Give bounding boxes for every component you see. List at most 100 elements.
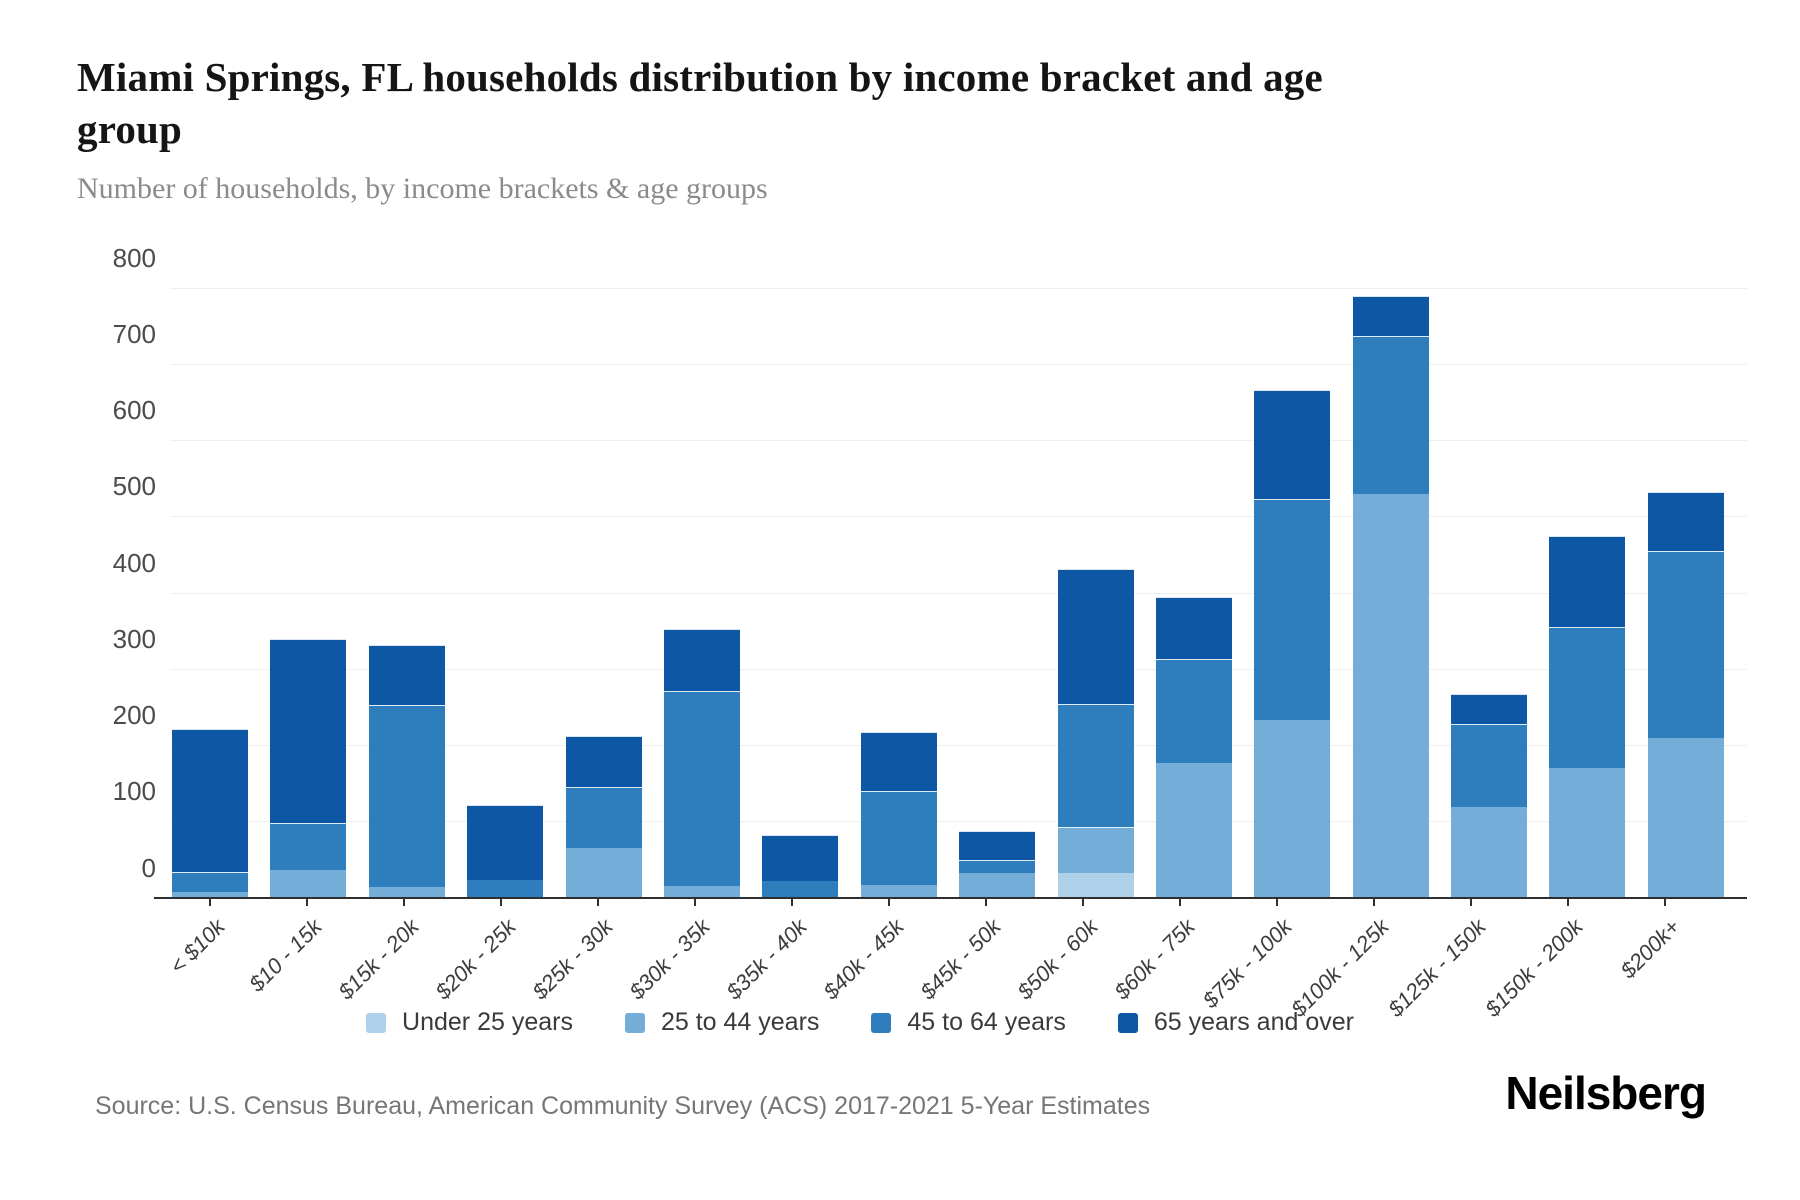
bar-segment[interactable] <box>467 880 544 898</box>
bar-segment[interactable] <box>1057 568 1134 704</box>
bar-segment[interactable] <box>762 881 839 898</box>
gridline-y-300 <box>170 668 1747 670</box>
bar-segment[interactable] <box>565 736 642 787</box>
gridline-y-200 <box>170 745 1747 746</box>
bar-segment[interactable] <box>1352 493 1429 898</box>
bar-segment[interactable] <box>565 848 642 898</box>
bar-segment[interactable] <box>368 705 445 888</box>
y-axis-tick-label: 100 <box>112 776 156 807</box>
y-axis-tick-label: 500 <box>112 471 156 502</box>
gridline-y-100 <box>170 821 1747 823</box>
legend-label: 25 to 44 years <box>660 1008 820 1036</box>
legend-item-3[interactable]: 65 years and over <box>1117 1008 1354 1037</box>
bar-segment[interactable] <box>270 822 347 870</box>
bar-segment[interactable] <box>663 691 740 886</box>
x-axis-tick <box>985 898 987 906</box>
bar-125k-150k <box>1451 694 1528 898</box>
bar-35k-40k <box>762 835 839 898</box>
x-axis-tick <box>403 898 405 906</box>
bar-25k-30k <box>565 736 642 898</box>
bar-segment[interactable] <box>663 628 740 692</box>
x-axis-line <box>154 897 1747 899</box>
bar-segment[interactable] <box>1057 872 1134 898</box>
gridline-y-500 <box>170 516 1747 518</box>
legend-item-1[interactable]: 25 to 44 years <box>624 1008 820 1037</box>
bar-segment[interactable] <box>565 786 642 849</box>
bar-segment[interactable] <box>959 859 1036 873</box>
x-axis-tick <box>500 898 502 906</box>
x-axis-tick <box>1664 898 1666 906</box>
bar-segment[interactable] <box>172 728 248 873</box>
bar-75k-100k <box>1254 390 1331 898</box>
bar-segment[interactable] <box>1155 658 1232 764</box>
bar-40k-45k <box>860 731 937 898</box>
bar-segment[interactable] <box>172 891 248 898</box>
bar-30k-35k <box>663 628 740 898</box>
bar-segment[interactable] <box>860 791 937 886</box>
bar-segment[interactable] <box>172 872 248 892</box>
legend-item-2[interactable]: 45 to 64 years <box>871 1008 1066 1037</box>
x-axis-tick <box>1567 898 1569 906</box>
bar-segment[interactable] <box>860 731 937 792</box>
gridline-y-700 <box>170 363 1747 365</box>
gridline-y-400 <box>170 592 1747 594</box>
x-axis-tick <box>1276 898 1278 906</box>
bar-segment[interactable] <box>1549 768 1626 898</box>
bar-segment[interactable] <box>1647 551 1724 738</box>
bar-45k-50k <box>959 830 1036 898</box>
bar-segment[interactable] <box>467 804 544 881</box>
bar-segment[interactable] <box>663 885 740 898</box>
x-axis-tick <box>1373 898 1375 906</box>
neilsberg-logo: Neilsberg <box>1505 1067 1707 1119</box>
bar-segment[interactable] <box>270 638 347 823</box>
bar-segment[interactable] <box>762 835 839 882</box>
bar-segment[interactable] <box>368 644 445 706</box>
bar-200k <box>1647 491 1724 898</box>
bar-segment[interactable] <box>959 830 1036 860</box>
legend-label: Under 25 years <box>402 1008 573 1036</box>
bar-segment[interactable] <box>368 887 445 898</box>
bar-segment[interactable] <box>270 869 347 898</box>
bar-segment[interactable] <box>1254 390 1331 500</box>
bar-15k-20k <box>368 644 445 898</box>
legend-swatch-icon <box>624 1012 645 1033</box>
bar-segment[interactable] <box>1647 737 1724 898</box>
bar-segment[interactable] <box>1254 720 1331 898</box>
bar-segment[interactable] <box>1254 499 1331 721</box>
x-axis-tick <box>791 898 793 906</box>
bar-segment[interactable] <box>959 872 1036 898</box>
bar-segment[interactable] <box>1352 295 1429 337</box>
bar-10-15k <box>270 638 347 898</box>
page-title: Miami Springs, FL households distributio… <box>77 54 1323 152</box>
y-axis-tick-label: 200 <box>112 700 156 730</box>
bar-segment[interactable] <box>1352 336 1429 494</box>
bar-150k-200k <box>1549 535 1626 898</box>
bar-segment[interactable] <box>1451 724 1528 807</box>
legend-item-0[interactable]: Under 25 years <box>366 1008 573 1037</box>
legend-label: 45 to 64 years <box>907 1008 1066 1036</box>
bar-10k <box>172 728 248 898</box>
legend-swatch-icon <box>366 1012 387 1033</box>
bar-segment[interactable] <box>1057 703 1134 828</box>
bar-segment[interactable] <box>1549 535 1626 628</box>
bar-60k-75k <box>1155 596 1232 898</box>
y-axis-tick-label: 300 <box>112 623 156 654</box>
bar-segment[interactable] <box>860 885 937 898</box>
gridline-y-800 <box>170 287 1747 289</box>
legend-swatch-icon <box>871 1012 892 1033</box>
y-axis-tick-label: 800 <box>112 242 156 273</box>
bar-50k-60k <box>1057 568 1134 898</box>
bar-segment[interactable] <box>1549 627 1626 769</box>
bar-segment[interactable] <box>1155 763 1232 898</box>
bar-segment[interactable] <box>1451 806 1528 898</box>
bars-container <box>172 288 1724 898</box>
bar-segment[interactable] <box>1057 827 1134 873</box>
y-axis-tick-label: 600 <box>112 395 156 425</box>
source-note: Source: U.S. Census Bureau, American Com… <box>95 1092 1151 1120</box>
bar-segment[interactable] <box>1647 491 1724 552</box>
bar-segment[interactable] <box>1155 596 1232 659</box>
bar-20k-25k <box>467 804 544 898</box>
bar-segment[interactable] <box>1451 694 1528 725</box>
x-axis-tick <box>694 898 696 906</box>
